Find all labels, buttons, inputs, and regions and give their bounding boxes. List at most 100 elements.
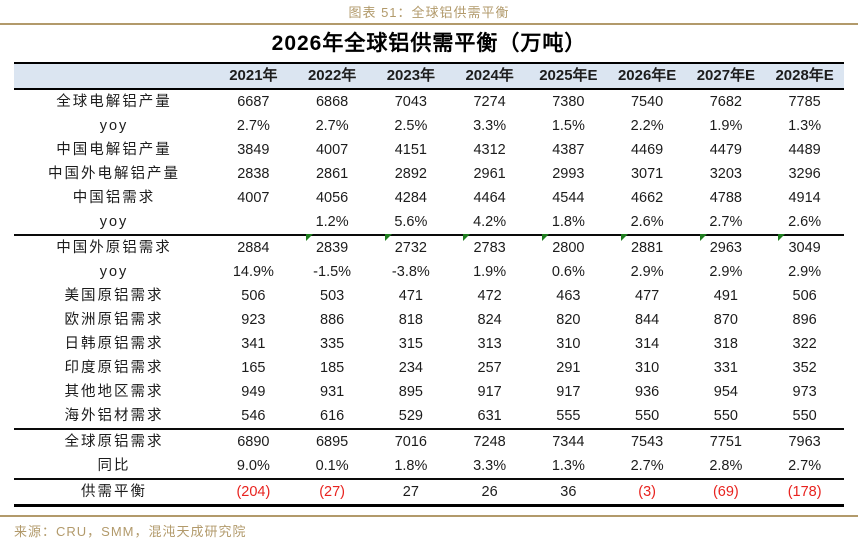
- table-row: yoy 14.9% -1.5% -3.8% 1.9% 0.6% 2.9% 2.9% 2.9%: [14, 260, 844, 284]
- row-label: yoy: [99, 214, 129, 230]
- row-label: 全球原铝需求: [64, 434, 164, 450]
- value-cell: 2884: [237, 240, 270, 256]
- table-row: yoy 2.7% 2.7% 2.5% 3.3% 1.5% 2.2% 1.9% 1.3%: [14, 114, 844, 138]
- value-cell: 2.6%: [788, 214, 822, 230]
- value-cell: 7043: [394, 94, 427, 110]
- cell-comment-marker-icon: [305, 234, 313, 241]
- value-cell: 917: [477, 384, 502, 400]
- value-cell: 7751: [709, 434, 742, 450]
- value-cell: 0.6%: [551, 264, 585, 280]
- value-cell: 886: [320, 312, 345, 328]
- value-cell: 4284: [394, 190, 427, 206]
- value-cell: 6895: [315, 434, 349, 450]
- value-cell: 2.7%: [709, 214, 743, 230]
- value-cell: 4.2%: [473, 214, 507, 230]
- column-header: 2027年E: [696, 67, 756, 84]
- table-row: 欧洲原铝需求 923 886 818 824 820 844 870 896: [14, 308, 844, 332]
- value-cell: 895: [398, 384, 423, 400]
- table-row: 中国外电解铝产量 2838 2861 2892 2961 2993 3071 3203 3296: [14, 162, 844, 186]
- value-cell: 2732: [372, 234, 451, 260]
- value-cell: (3): [638, 484, 656, 500]
- value-cell: 2993: [552, 166, 585, 182]
- table-row: 其他地区需求 949 931 895 917 917 936 954 973: [14, 380, 844, 404]
- table-row: 印度原铝需求 165 185 234 257 291 310 331 352: [14, 356, 844, 380]
- value-cell: 2839: [293, 234, 372, 260]
- value-cell: 6868: [315, 94, 349, 110]
- value-cell: 2.8%: [709, 458, 743, 474]
- value-cell: 2.7%: [315, 118, 349, 134]
- value-cell: 550: [713, 408, 738, 424]
- value-cell: 0.1%: [315, 458, 349, 474]
- value-cell: 352: [792, 360, 817, 376]
- value-cell: 491: [713, 288, 738, 304]
- value-cell: 165: [241, 360, 266, 376]
- value-cell: 314: [635, 336, 660, 352]
- value-cell: 550: [635, 408, 660, 424]
- cell-comment-marker-icon: [699, 234, 707, 241]
- value-cell: (204): [236, 484, 271, 500]
- value-cell: 973: [792, 384, 817, 400]
- column-header: 2028年E: [775, 67, 834, 84]
- value-cell: 36: [560, 484, 577, 500]
- cell-comment-marker-icon: [384, 234, 392, 241]
- cell-comment-marker-icon: [463, 234, 471, 241]
- value-cell: 2783: [450, 234, 529, 260]
- value-cell: -3.8%: [391, 264, 430, 280]
- column-header: 2023年: [386, 67, 436, 84]
- value-cell: 2.2%: [630, 118, 664, 134]
- value-cell: 7016: [394, 434, 427, 450]
- value-cell: 7344: [552, 434, 585, 450]
- value-cell: 2.7%: [630, 458, 664, 474]
- row-label: yoy: [99, 118, 129, 134]
- value-cell: 3071: [630, 166, 664, 182]
- value-cell: 6890: [237, 434, 270, 450]
- value-cell: 2861: [315, 166, 349, 182]
- value-cell: 949: [241, 384, 266, 400]
- value-cell: 7380: [552, 94, 585, 110]
- value-cell: 4489: [788, 142, 821, 158]
- row-label: 海外铝材需求: [64, 408, 164, 424]
- value-cell: 555: [556, 408, 581, 424]
- value-cell: 820: [556, 312, 581, 328]
- value-cell: 7248: [473, 434, 506, 450]
- value-cell: 471: [398, 288, 423, 304]
- row-label: 美国原铝需求: [64, 288, 164, 304]
- value-cell: 844: [635, 312, 660, 328]
- table-row: 供需平衡 (204) (27) 27 26 36 (3) (69) (178): [14, 480, 844, 507]
- value-cell: 7963: [788, 434, 821, 450]
- value-cell: 5.6%: [394, 214, 428, 230]
- value-cell: 7543: [630, 434, 664, 450]
- value-cell: 26: [481, 484, 498, 500]
- value-cell: 3203: [709, 166, 742, 182]
- cell-comment-marker-icon: [778, 234, 786, 241]
- value-cell: 2892: [394, 166, 427, 182]
- row-label: 全球电解铝产量: [56, 94, 172, 110]
- value-cell: 2.9%: [630, 264, 664, 280]
- row-label: 同比: [97, 458, 131, 474]
- value-cell: 4544: [552, 190, 585, 206]
- value-cell: 7274: [473, 94, 506, 110]
- value-cell: 931: [320, 384, 345, 400]
- value-cell: 4387: [552, 142, 585, 158]
- value-cell: 14.9%: [232, 264, 274, 280]
- table-row: 海外铝材需求 546 616 529 631 555 550 550 550: [14, 404, 844, 430]
- bottom-accent-rule: [0, 515, 858, 517]
- supply-demand-table: 2021年 2022年 2023年 2024年 2025年E 2026年E 2027年E 20…: [14, 62, 844, 507]
- value-cell: 4312: [473, 142, 506, 158]
- value-cell: 2.7%: [236, 118, 270, 134]
- value-cell: 291: [556, 360, 581, 376]
- value-cell: 313: [477, 336, 502, 352]
- row-label-header: [14, 64, 214, 88]
- value-cell: 27: [402, 484, 419, 500]
- row-label: 欧洲原铝需求: [64, 312, 164, 328]
- value-cell: 546: [241, 408, 266, 424]
- row-label: 中国电解铝产量: [56, 142, 172, 158]
- value-cell: 477: [635, 288, 660, 304]
- column-header: 2025年E: [539, 67, 598, 84]
- value-cell: 257: [477, 360, 502, 376]
- value-cell: 185: [320, 360, 345, 376]
- table-title: 2026年全球铝供需平衡（万吨）: [271, 32, 587, 55]
- value-cell: 4914: [788, 190, 821, 206]
- table-body: 全球电解铝产量 6687 6868 7043 7274 7380 7540 7682 7785 y…: [14, 90, 844, 507]
